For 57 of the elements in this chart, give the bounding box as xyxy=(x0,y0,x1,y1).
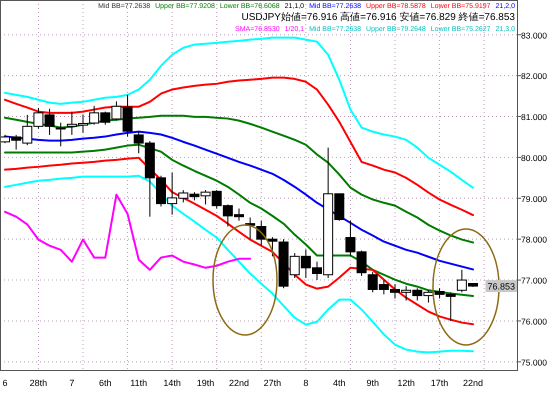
candlestick xyxy=(212,190,222,210)
candlestick xyxy=(446,292,456,322)
x-tick-label: 9th xyxy=(366,378,379,388)
x-tick-label: 17th xyxy=(430,378,448,388)
candlestick xyxy=(134,130,144,154)
candlestick xyxy=(401,286,412,301)
candlestick xyxy=(412,288,422,301)
annotation: USDJPY始値=76.916 高値=76.916 安値=76.829 終値=76.853 xyxy=(242,11,516,23)
x-tick-label: 14th xyxy=(163,378,181,388)
x-tick-label: 28th xyxy=(30,378,48,388)
candlestick xyxy=(345,220,356,256)
candlestick xyxy=(44,108,55,136)
candlestick xyxy=(89,105,100,126)
candlestick xyxy=(390,284,400,299)
y-tick-label: 77.000 xyxy=(521,276,548,286)
x-tick-label: 6 xyxy=(2,378,8,388)
x-tick-label: 12th xyxy=(397,378,415,388)
candlestick xyxy=(378,280,389,295)
y-tick-label: 80.000 xyxy=(521,152,548,163)
x-tick-label: 8 xyxy=(303,378,308,388)
candlestick xyxy=(56,122,66,147)
candlestick xyxy=(100,111,110,126)
candlestick xyxy=(200,190,211,205)
y-tick-label: 79.000 xyxy=(521,194,548,204)
candlestick xyxy=(111,100,122,122)
y-tick-label: 82.000 xyxy=(521,71,548,82)
x-tick-label: 11th xyxy=(130,378,148,388)
candlestick xyxy=(78,114,88,134)
candlestick xyxy=(167,172,178,216)
x-tick-label: 4th xyxy=(333,378,346,388)
x-tick-label: 22nd xyxy=(462,378,484,388)
y-tick-label: 75.000 xyxy=(521,357,548,368)
candlestick xyxy=(356,250,367,276)
candlestick xyxy=(178,190,188,203)
y-tick-label: 81.000 xyxy=(521,112,548,122)
x-tick-label: 22nd xyxy=(228,378,250,388)
candlestick xyxy=(456,269,467,293)
candlestick xyxy=(290,252,300,279)
candlestick xyxy=(368,271,378,293)
y-tick-label: 83.000 xyxy=(521,30,548,40)
candlestick xyxy=(434,288,445,299)
y-tick-label: 76.000 xyxy=(521,316,548,326)
y-tick-label: 78.000 xyxy=(521,234,548,245)
candlestick xyxy=(222,204,233,227)
x-tick-label: 27th xyxy=(264,378,282,388)
candlestick xyxy=(22,114,32,146)
candlestick xyxy=(11,134,22,150)
price-label: 76.853 xyxy=(485,280,517,292)
x-tick-label: 7 xyxy=(69,378,74,388)
candlestick xyxy=(33,107,44,130)
candlestick xyxy=(267,236,278,257)
candlestick xyxy=(312,261,322,281)
x-tick-label: 19th xyxy=(196,378,214,388)
candlestick xyxy=(66,111,77,136)
candlestick xyxy=(300,248,311,279)
candlestick xyxy=(234,208,244,222)
x-tick-label: 6th xyxy=(99,378,112,388)
